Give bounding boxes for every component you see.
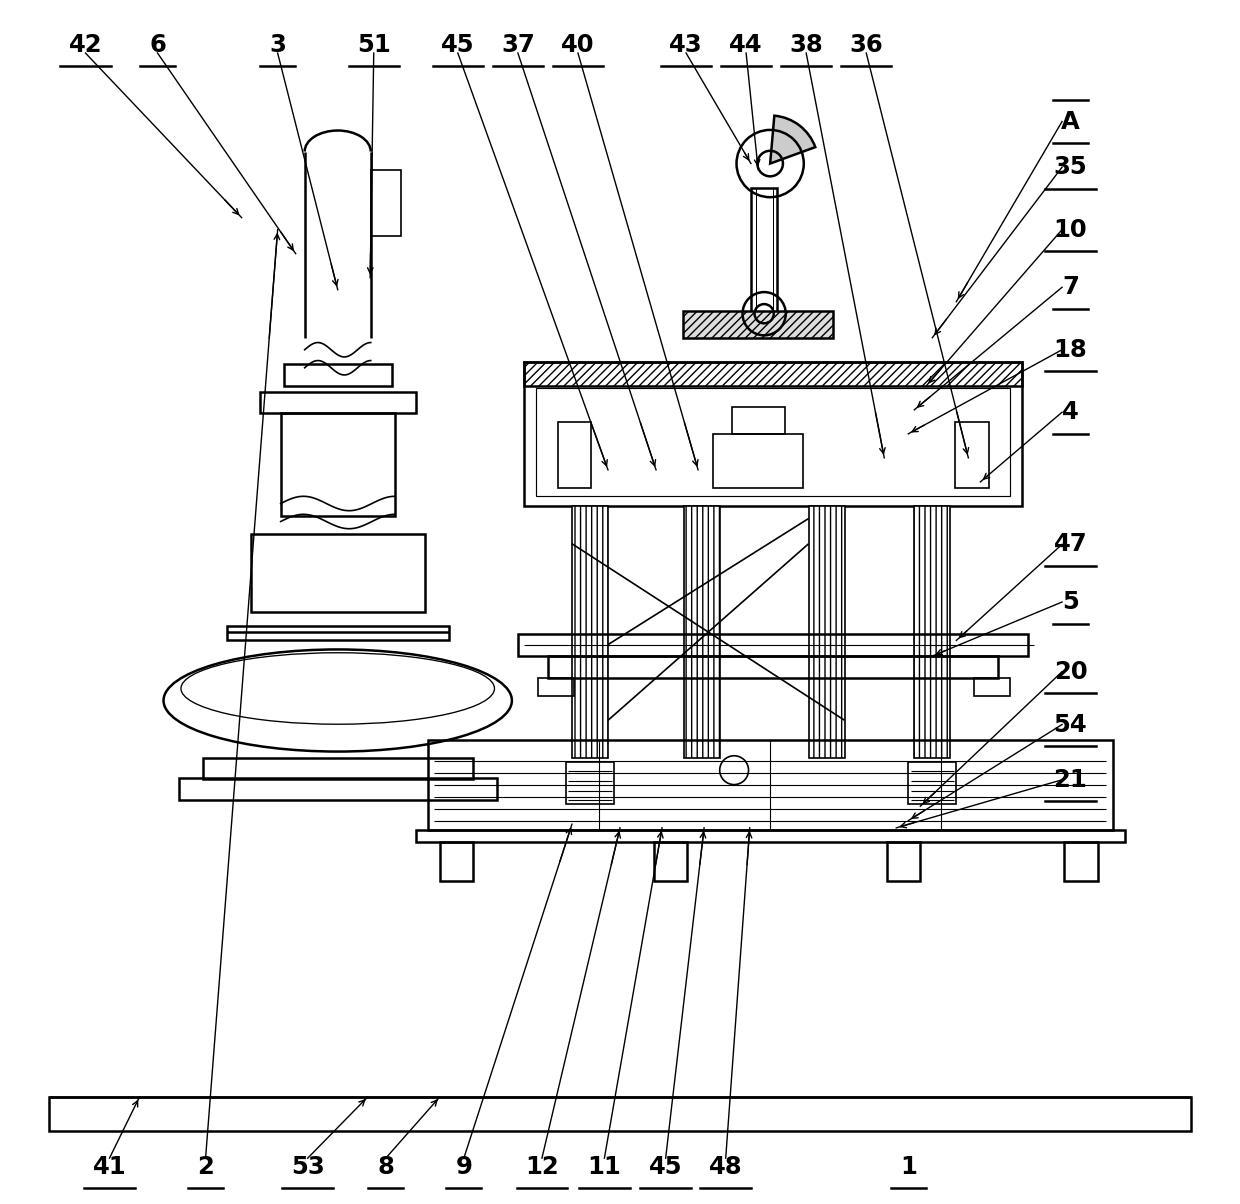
Text: 12: 12 bbox=[525, 1155, 559, 1179]
Bar bbox=[653, 843, 687, 880]
Text: 37: 37 bbox=[501, 33, 534, 57]
Text: 47: 47 bbox=[1054, 532, 1087, 556]
Bar bbox=[179, 778, 497, 799]
Bar bbox=[955, 421, 988, 488]
Text: 38: 38 bbox=[790, 33, 823, 57]
Text: 5: 5 bbox=[1061, 590, 1079, 614]
Wedge shape bbox=[770, 116, 816, 164]
Bar bbox=[440, 843, 474, 880]
Bar bbox=[713, 433, 804, 488]
Bar bbox=[536, 388, 1011, 496]
Bar bbox=[572, 506, 608, 759]
Text: 10: 10 bbox=[1054, 218, 1087, 242]
Bar bbox=[525, 361, 1023, 385]
Bar bbox=[732, 407, 785, 433]
Text: 3: 3 bbox=[269, 33, 286, 57]
Text: 2: 2 bbox=[197, 1155, 215, 1179]
Text: 1: 1 bbox=[900, 1155, 916, 1179]
Text: 20: 20 bbox=[1054, 660, 1087, 684]
Text: 4: 4 bbox=[1063, 400, 1079, 424]
Bar bbox=[914, 506, 950, 759]
Text: A: A bbox=[1061, 110, 1080, 134]
Text: 53: 53 bbox=[291, 1155, 325, 1179]
Text: 48: 48 bbox=[709, 1155, 743, 1179]
Text: 18: 18 bbox=[1054, 338, 1087, 361]
Bar bbox=[908, 762, 956, 804]
Bar bbox=[975, 678, 1011, 696]
Bar bbox=[284, 364, 392, 385]
Text: 35: 35 bbox=[1054, 155, 1087, 179]
Text: 51: 51 bbox=[357, 33, 391, 57]
Bar bbox=[558, 421, 591, 488]
Text: 40: 40 bbox=[562, 33, 595, 57]
Bar bbox=[280, 413, 394, 515]
Bar bbox=[371, 170, 401, 236]
Bar bbox=[808, 506, 844, 759]
Text: 8: 8 bbox=[377, 1155, 394, 1179]
Bar bbox=[548, 656, 998, 678]
Text: 42: 42 bbox=[68, 33, 102, 57]
Text: 45: 45 bbox=[649, 1155, 682, 1179]
Text: 11: 11 bbox=[588, 1155, 621, 1179]
Bar bbox=[227, 626, 449, 641]
Text: 9: 9 bbox=[455, 1155, 472, 1179]
Bar bbox=[518, 635, 1028, 656]
Text: 45: 45 bbox=[441, 33, 475, 57]
Text: 41: 41 bbox=[93, 1155, 126, 1179]
Bar bbox=[565, 762, 614, 804]
Bar bbox=[683, 506, 719, 759]
Text: 21: 21 bbox=[1054, 768, 1087, 792]
Bar bbox=[751, 188, 777, 314]
Text: 7: 7 bbox=[1061, 276, 1079, 300]
Bar bbox=[259, 391, 415, 413]
Text: 54: 54 bbox=[1054, 713, 1087, 737]
Text: 43: 43 bbox=[670, 33, 703, 57]
Bar bbox=[1064, 843, 1099, 880]
Bar bbox=[538, 678, 574, 696]
Text: 44: 44 bbox=[729, 33, 763, 57]
Bar bbox=[525, 361, 1023, 506]
Bar bbox=[683, 312, 833, 338]
Bar bbox=[50, 1097, 1190, 1131]
Bar bbox=[415, 831, 1125, 843]
Bar bbox=[250, 533, 425, 612]
Bar bbox=[887, 843, 920, 880]
Text: 36: 36 bbox=[849, 33, 883, 57]
Bar bbox=[428, 740, 1112, 831]
Bar bbox=[202, 757, 472, 779]
Text: 6: 6 bbox=[149, 33, 166, 57]
